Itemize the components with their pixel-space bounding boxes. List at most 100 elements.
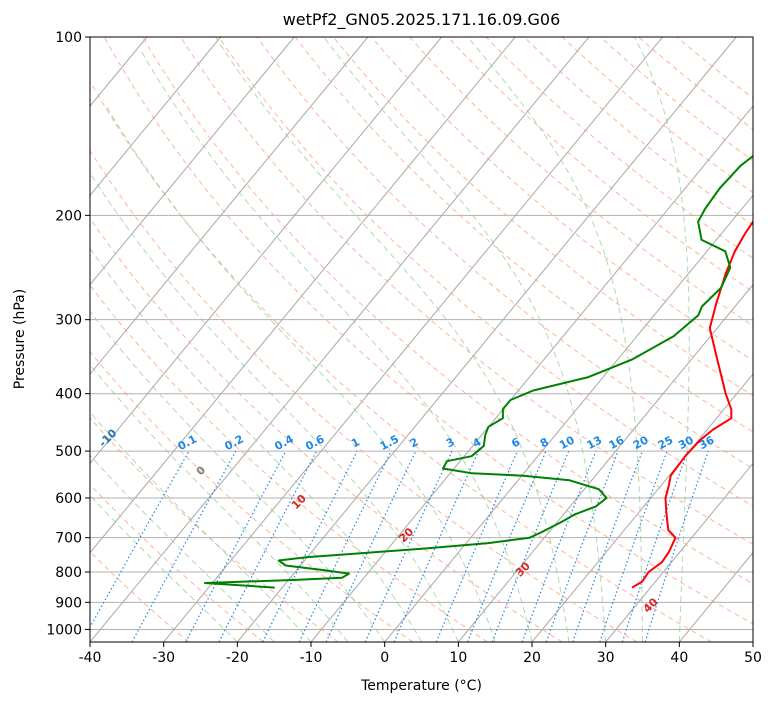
- mixing-ratio-label: 13: [585, 433, 605, 452]
- moist-adiabat-line: [139, 49, 533, 642]
- mixing-ratio-line: [466, 450, 547, 642]
- mixing-ratio-line: [521, 450, 597, 642]
- y-tick-label: 500: [55, 444, 82, 460]
- isotherm-line: [678, 551, 753, 642]
- moist-adiabat-line: [467, 37, 643, 642]
- mixing-ratio-line: [262, 450, 358, 642]
- dry-adiabat-line: [676, 37, 753, 99]
- dry-adiabat-line: [90, 284, 488, 642]
- isotherm-line: [457, 283, 753, 642]
- mixing-ratio-line: [90, 450, 190, 629]
- mixing-ratio-line: [644, 450, 709, 642]
- isotherm-line: [236, 37, 737, 642]
- isotherm-line: [531, 373, 753, 642]
- mixing-ratio-label: 3: [444, 435, 457, 450]
- dewpoint-profile-line: [203, 154, 753, 589]
- dry-adiabat-line: [90, 483, 264, 642]
- mixing-ratio-label: 10: [557, 433, 577, 452]
- mixing-ratio-label: 36: [697, 433, 717, 452]
- y-tick-label: 400: [55, 387, 82, 403]
- y-tick-label: 300: [55, 313, 82, 329]
- y-tick-label: 800: [55, 565, 82, 581]
- isotherm-line: [0, 37, 73, 642]
- dry-adiabat-line: [180, 37, 753, 545]
- x-tick-label: -30: [152, 650, 175, 666]
- dry-adiabat-line: [409, 37, 753, 327]
- mixing-ratio-line: [599, 450, 668, 642]
- y-tick-label: 1000: [46, 622, 82, 638]
- dry-adiabat-label: 40: [641, 595, 661, 615]
- mixing-ratio-label: 1.5: [378, 432, 401, 453]
- mixing-ratio-line: [435, 450, 518, 642]
- x-tick-label: 20: [523, 650, 541, 666]
- moist-adiabat-line: [90, 454, 275, 642]
- isotherm-line: [90, 37, 590, 642]
- mixing-ratio-line: [572, 450, 643, 642]
- dry-adiabat-line: [294, 37, 753, 433]
- dry-adiabat-label: 20: [396, 525, 416, 545]
- mixing-ratio-label: 6: [509, 435, 522, 450]
- isotherm-line: [90, 37, 442, 465]
- isotherm-line: [90, 37, 516, 554]
- moist-adiabat-line: [634, 37, 690, 642]
- mixing-ratio-line: [364, 450, 453, 642]
- x-tick-label: -10: [300, 650, 323, 666]
- x-tick-label: 40: [670, 650, 688, 666]
- mixing-ratio-line: [545, 450, 619, 642]
- moist-adiabat-line: [90, 247, 422, 642]
- x-axis-label: Temperature (°C): [361, 678, 482, 694]
- mixing-ratio-line: [218, 450, 318, 642]
- x-tick-label: 50: [744, 650, 762, 666]
- isotherm-line: [605, 462, 753, 642]
- dry-adiabat-line: [600, 37, 753, 162]
- dry-adiabat-label: -10: [96, 426, 119, 449]
- dry-adiabat-line: [218, 37, 753, 507]
- moist-adiabat-line: [323, 37, 607, 642]
- dry-adiabat-line: [142, 37, 753, 585]
- dry-adiabat-line: [371, 37, 753, 362]
- isotherm-line: [163, 37, 663, 642]
- chart-title: wetPf2_GN05.2025.171.16.09.G06: [282, 10, 561, 29]
- dry-adiabat-line: [447, 37, 753, 293]
- x-tick-label: 30: [597, 650, 615, 666]
- y-tick-label: 200: [55, 208, 82, 224]
- mixing-ratio-label: 0.4: [272, 432, 296, 453]
- mixing-ratio-line: [131, 450, 237, 642]
- mixing-ratio-label: 30: [676, 433, 696, 452]
- mixing-ratio-line: [185, 450, 287, 642]
- mixing-ratio-label: 1: [349, 435, 362, 450]
- mixing-ratio-label: 0.6: [303, 432, 327, 453]
- x-tick-label: 0: [380, 650, 389, 666]
- moist-adiabat-line: [215, 37, 570, 642]
- dry-adiabat-line: [638, 37, 753, 130]
- dry-adiabat-line: [523, 37, 753, 226]
- temperature-profile-line: [631, 219, 753, 589]
- mixing-ratio-line: [298, 450, 392, 642]
- mixing-ratio-label: 0.2: [222, 432, 245, 453]
- mixing-ratio-line: [393, 450, 480, 642]
- moist-adiabat-line: [104, 104, 496, 642]
- y-axis-label: Pressure (hPa): [12, 288, 28, 390]
- dry-adiabat-line: [103, 37, 753, 625]
- dry-adiabat-line: [90, 350, 414, 642]
- isotherm-line: [384, 194, 753, 642]
- dry-adiabat-label: -20: [13, 398, 36, 421]
- mixing-ratio-line: [621, 450, 689, 642]
- x-tick-label: -20: [226, 650, 249, 666]
- y-tick-label: 100: [55, 30, 82, 46]
- y-tick-label: 900: [55, 595, 82, 611]
- mixing-ratio-label: 0.1: [176, 432, 199, 453]
- dry-adiabat-line: [90, 80, 712, 642]
- mixing-ratio-line: [491, 450, 570, 642]
- mixing-ratio-line: [325, 450, 417, 642]
- isotherm-line: [90, 37, 369, 375]
- moist-adiabat-line: [90, 172, 459, 642]
- y-tick-label: 700: [55, 531, 82, 547]
- dry-adiabat-label: 30: [513, 559, 533, 579]
- dry-adiabat-line: [485, 37, 753, 259]
- dry-adiabat-line: [333, 37, 753, 397]
- y-tick-label: 600: [55, 491, 82, 507]
- x-tick-label: -40: [79, 650, 102, 666]
